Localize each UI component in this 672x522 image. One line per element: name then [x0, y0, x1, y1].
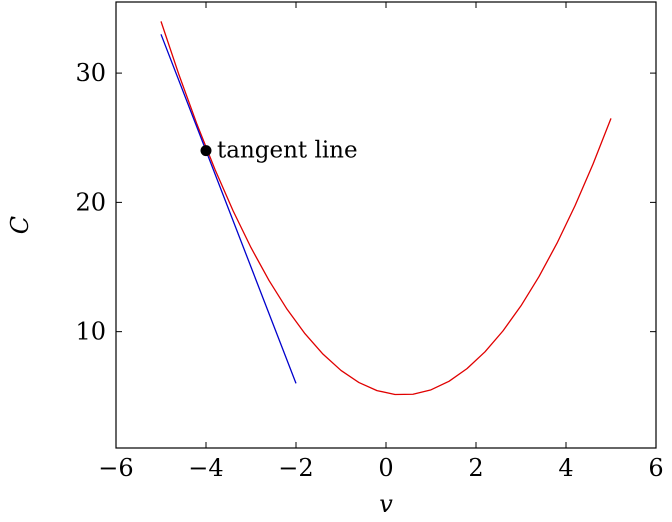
curve-series [160, 21, 612, 396]
x-tick-label: −4 [188, 454, 223, 482]
y-tick-label: 30 [75, 59, 106, 87]
x-tick-label: −2 [278, 454, 313, 482]
x-tick-label: 6 [648, 454, 663, 482]
x-tick-label: 0 [378, 454, 393, 482]
series-layer [160, 21, 612, 396]
ticks-layer: −6 −4 −2 0 2 4 6 10 20 30 [75, 2, 664, 482]
y-tick-label: 10 [75, 318, 106, 346]
y-tick-label: 20 [75, 188, 106, 216]
x-tick-label: 4 [558, 454, 573, 482]
x-tick-label: 2 [468, 454, 483, 482]
x-tick-label: −6 [98, 454, 133, 482]
annotation-layer: tangent line [200, 138, 358, 164]
y-axis-label: C [6, 216, 34, 234]
x-axis-label: v [379, 490, 393, 518]
tangent-point-marker [200, 145, 212, 157]
annotation-label: tangent line [217, 138, 358, 164]
plot-frame [115, 1, 657, 449]
tangent-line-series [160, 34, 297, 384]
